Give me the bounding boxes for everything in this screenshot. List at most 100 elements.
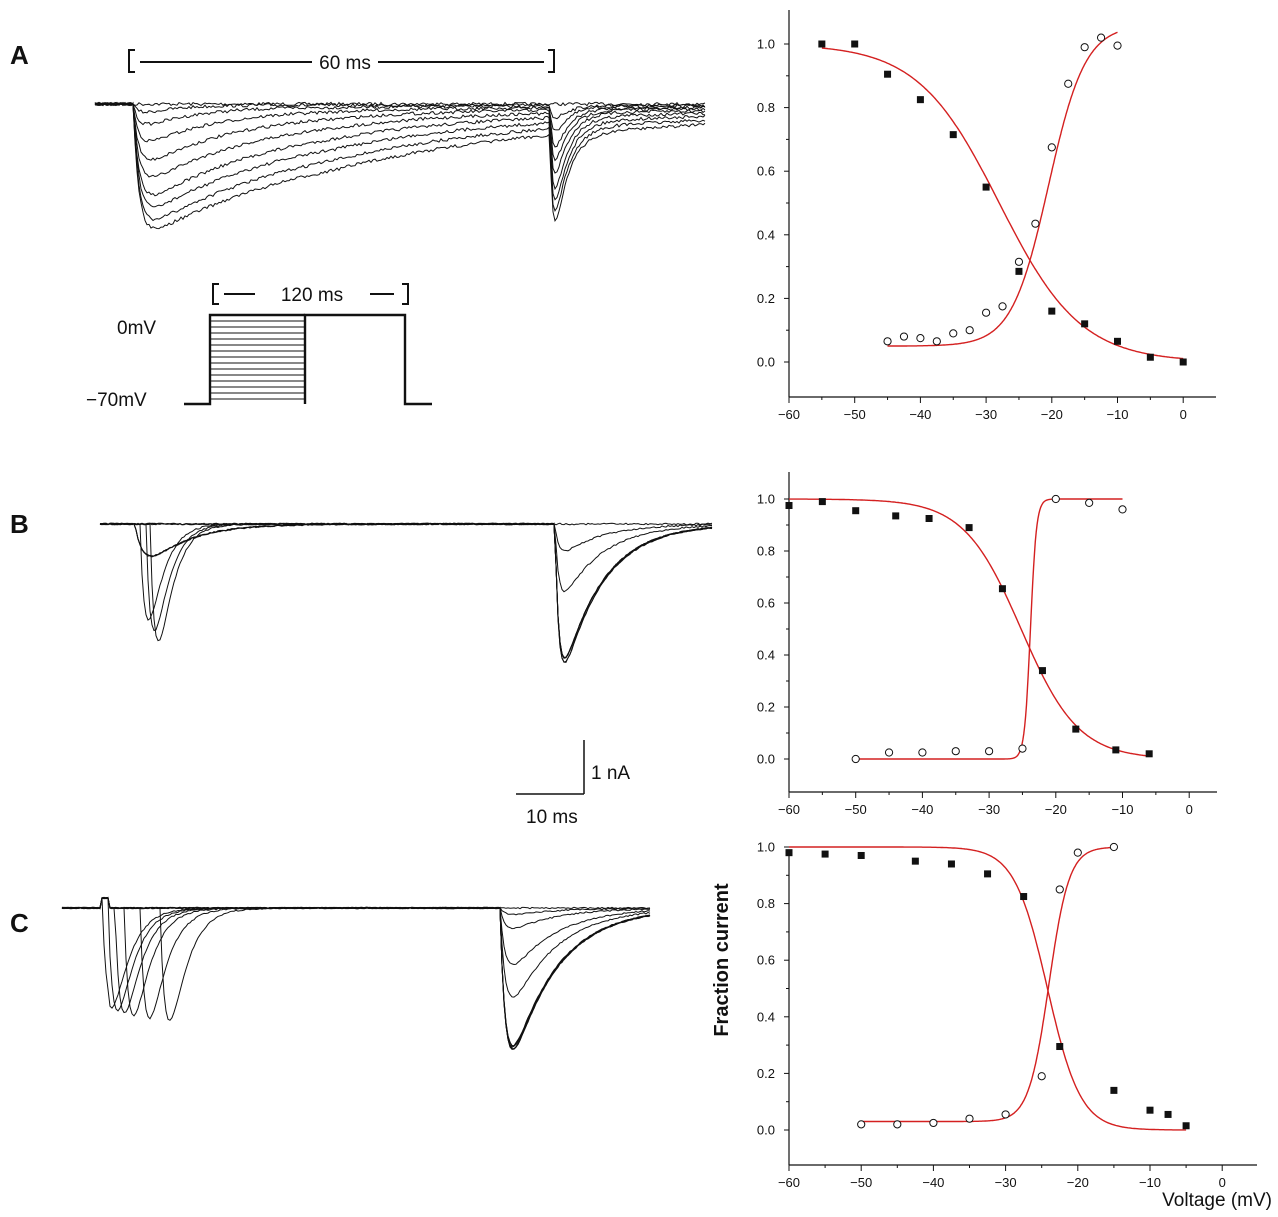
fit-curve-activation bbox=[861, 846, 1114, 1123]
protocol-bracket-120ms bbox=[212, 283, 409, 305]
data-point-square bbox=[1020, 893, 1028, 901]
x-tick-label: 0 bbox=[1180, 407, 1187, 422]
current-trace bbox=[99, 522, 713, 659]
data-point-square bbox=[1146, 353, 1154, 361]
data-point-circle bbox=[1064, 79, 1073, 88]
current-trace bbox=[94, 101, 706, 197]
current-trace bbox=[94, 101, 706, 208]
x-tick-label: −30 bbox=[978, 802, 1000, 817]
data-point-circle bbox=[1118, 505, 1127, 514]
current-trace bbox=[61, 896, 651, 1048]
fit-curve-inactivation bbox=[789, 498, 1150, 757]
data-point-circle bbox=[1001, 1110, 1010, 1119]
y-tick-label: 0.8 bbox=[757, 544, 775, 559]
data-point-square bbox=[1056, 1043, 1064, 1051]
data-point-circle bbox=[932, 337, 941, 346]
y-tick-label: 1.0 bbox=[757, 492, 775, 507]
y-tick-label: 0.0 bbox=[757, 1123, 775, 1138]
fit-curve-activation bbox=[887, 31, 1118, 347]
x-tick-label: −40 bbox=[922, 1175, 944, 1190]
y-tick-label: 0.6 bbox=[757, 596, 775, 611]
data-point-square bbox=[911, 857, 919, 865]
data-point-circle bbox=[1096, 33, 1106, 42]
current-trace bbox=[99, 522, 713, 593]
data-point-circle bbox=[998, 302, 1007, 311]
data-point-square bbox=[947, 860, 955, 868]
data-point-square bbox=[785, 849, 793, 857]
x-tick-label: −40 bbox=[909, 407, 931, 422]
data-point-square bbox=[1145, 750, 1153, 758]
current-trace bbox=[61, 897, 651, 1050]
fit-curve-activation bbox=[855, 498, 1123, 760]
y-tick-label: 0.6 bbox=[757, 164, 775, 179]
current-trace bbox=[61, 896, 651, 916]
data-point-square bbox=[851, 40, 859, 48]
data-point-square bbox=[884, 70, 892, 78]
x-tick-label: −60 bbox=[778, 407, 800, 422]
data-point-square bbox=[1164, 1110, 1172, 1118]
data-point-square bbox=[998, 585, 1006, 593]
scale-bar bbox=[516, 740, 585, 795]
data-point-circle bbox=[982, 308, 991, 317]
data-point-circle bbox=[929, 1118, 938, 1128]
x-tick-label: −50 bbox=[850, 1175, 872, 1190]
data-point-square bbox=[818, 498, 826, 506]
data-point-square bbox=[925, 515, 933, 522]
x-tick-label: 0 bbox=[1186, 802, 1193, 817]
scale-bar-current-label: 1 nA bbox=[591, 763, 630, 784]
data-point-circle bbox=[1113, 41, 1122, 50]
data-point-circle bbox=[1085, 498, 1094, 507]
data-point-circle bbox=[1047, 143, 1056, 152]
x-tick-label: −20 bbox=[1045, 802, 1067, 817]
data-point-square bbox=[1182, 1122, 1190, 1130]
data-point-square bbox=[949, 131, 957, 139]
data-point-circle bbox=[899, 332, 909, 341]
x-tick-label: −60 bbox=[778, 1175, 800, 1190]
data-point-circle bbox=[965, 326, 974, 335]
current-traces-a bbox=[94, 101, 706, 230]
current-trace bbox=[95, 102, 706, 230]
data-point-circle bbox=[1014, 257, 1024, 266]
voltage-protocol bbox=[184, 313, 432, 406]
x-tick-label: −20 bbox=[1041, 407, 1063, 422]
data-point-circle bbox=[1055, 885, 1064, 894]
time-bracket-60ms-label: 60 ms bbox=[319, 53, 371, 74]
data-point-circle bbox=[1031, 219, 1040, 228]
x-tick-label: −10 bbox=[1111, 802, 1133, 817]
current-trace bbox=[99, 522, 713, 663]
data-point-circle bbox=[1018, 744, 1027, 753]
x-tick-label: −20 bbox=[1067, 1175, 1089, 1190]
x-tick-label: 0 bbox=[1219, 1175, 1226, 1190]
current-trace bbox=[94, 101, 706, 222]
data-point-square bbox=[1081, 320, 1089, 328]
y-tick-label: 0.0 bbox=[757, 752, 775, 767]
current-trace bbox=[99, 522, 713, 659]
data-point-circle bbox=[916, 334, 925, 343]
x-tick-label: −10 bbox=[1106, 407, 1128, 422]
y-axis-title: Fraction current bbox=[711, 883, 733, 1037]
data-point-circle bbox=[1037, 1072, 1046, 1081]
protocol-test-pulse bbox=[303, 313, 432, 406]
current-trace bbox=[94, 101, 706, 178]
time-bracket-60ms bbox=[128, 49, 555, 73]
protocol-step bbox=[184, 313, 305, 406]
data-point-circle bbox=[1073, 848, 1082, 857]
data-point-square bbox=[965, 524, 973, 532]
data-point-square bbox=[1179, 358, 1187, 366]
fit-curve-inactivation bbox=[821, 47, 1184, 360]
data-point-circle bbox=[851, 754, 860, 764]
protocol-0mv-label: 0mV bbox=[117, 318, 156, 339]
data-point-square bbox=[1146, 1106, 1154, 1114]
current-trace bbox=[61, 896, 651, 1047]
data-point-square bbox=[1072, 725, 1080, 733]
fit-curve-inactivation bbox=[789, 846, 1187, 1131]
data-point-circle bbox=[951, 747, 960, 756]
current-trace bbox=[99, 522, 713, 659]
data-point-circle bbox=[949, 329, 958, 338]
current-trace bbox=[61, 898, 651, 1047]
data-point-circle bbox=[893, 1120, 902, 1129]
data-point-circle bbox=[965, 1114, 974, 1123]
data-point-circle bbox=[1109, 842, 1119, 852]
y-tick-label: 0.4 bbox=[757, 227, 775, 242]
current-trace bbox=[99, 522, 713, 663]
